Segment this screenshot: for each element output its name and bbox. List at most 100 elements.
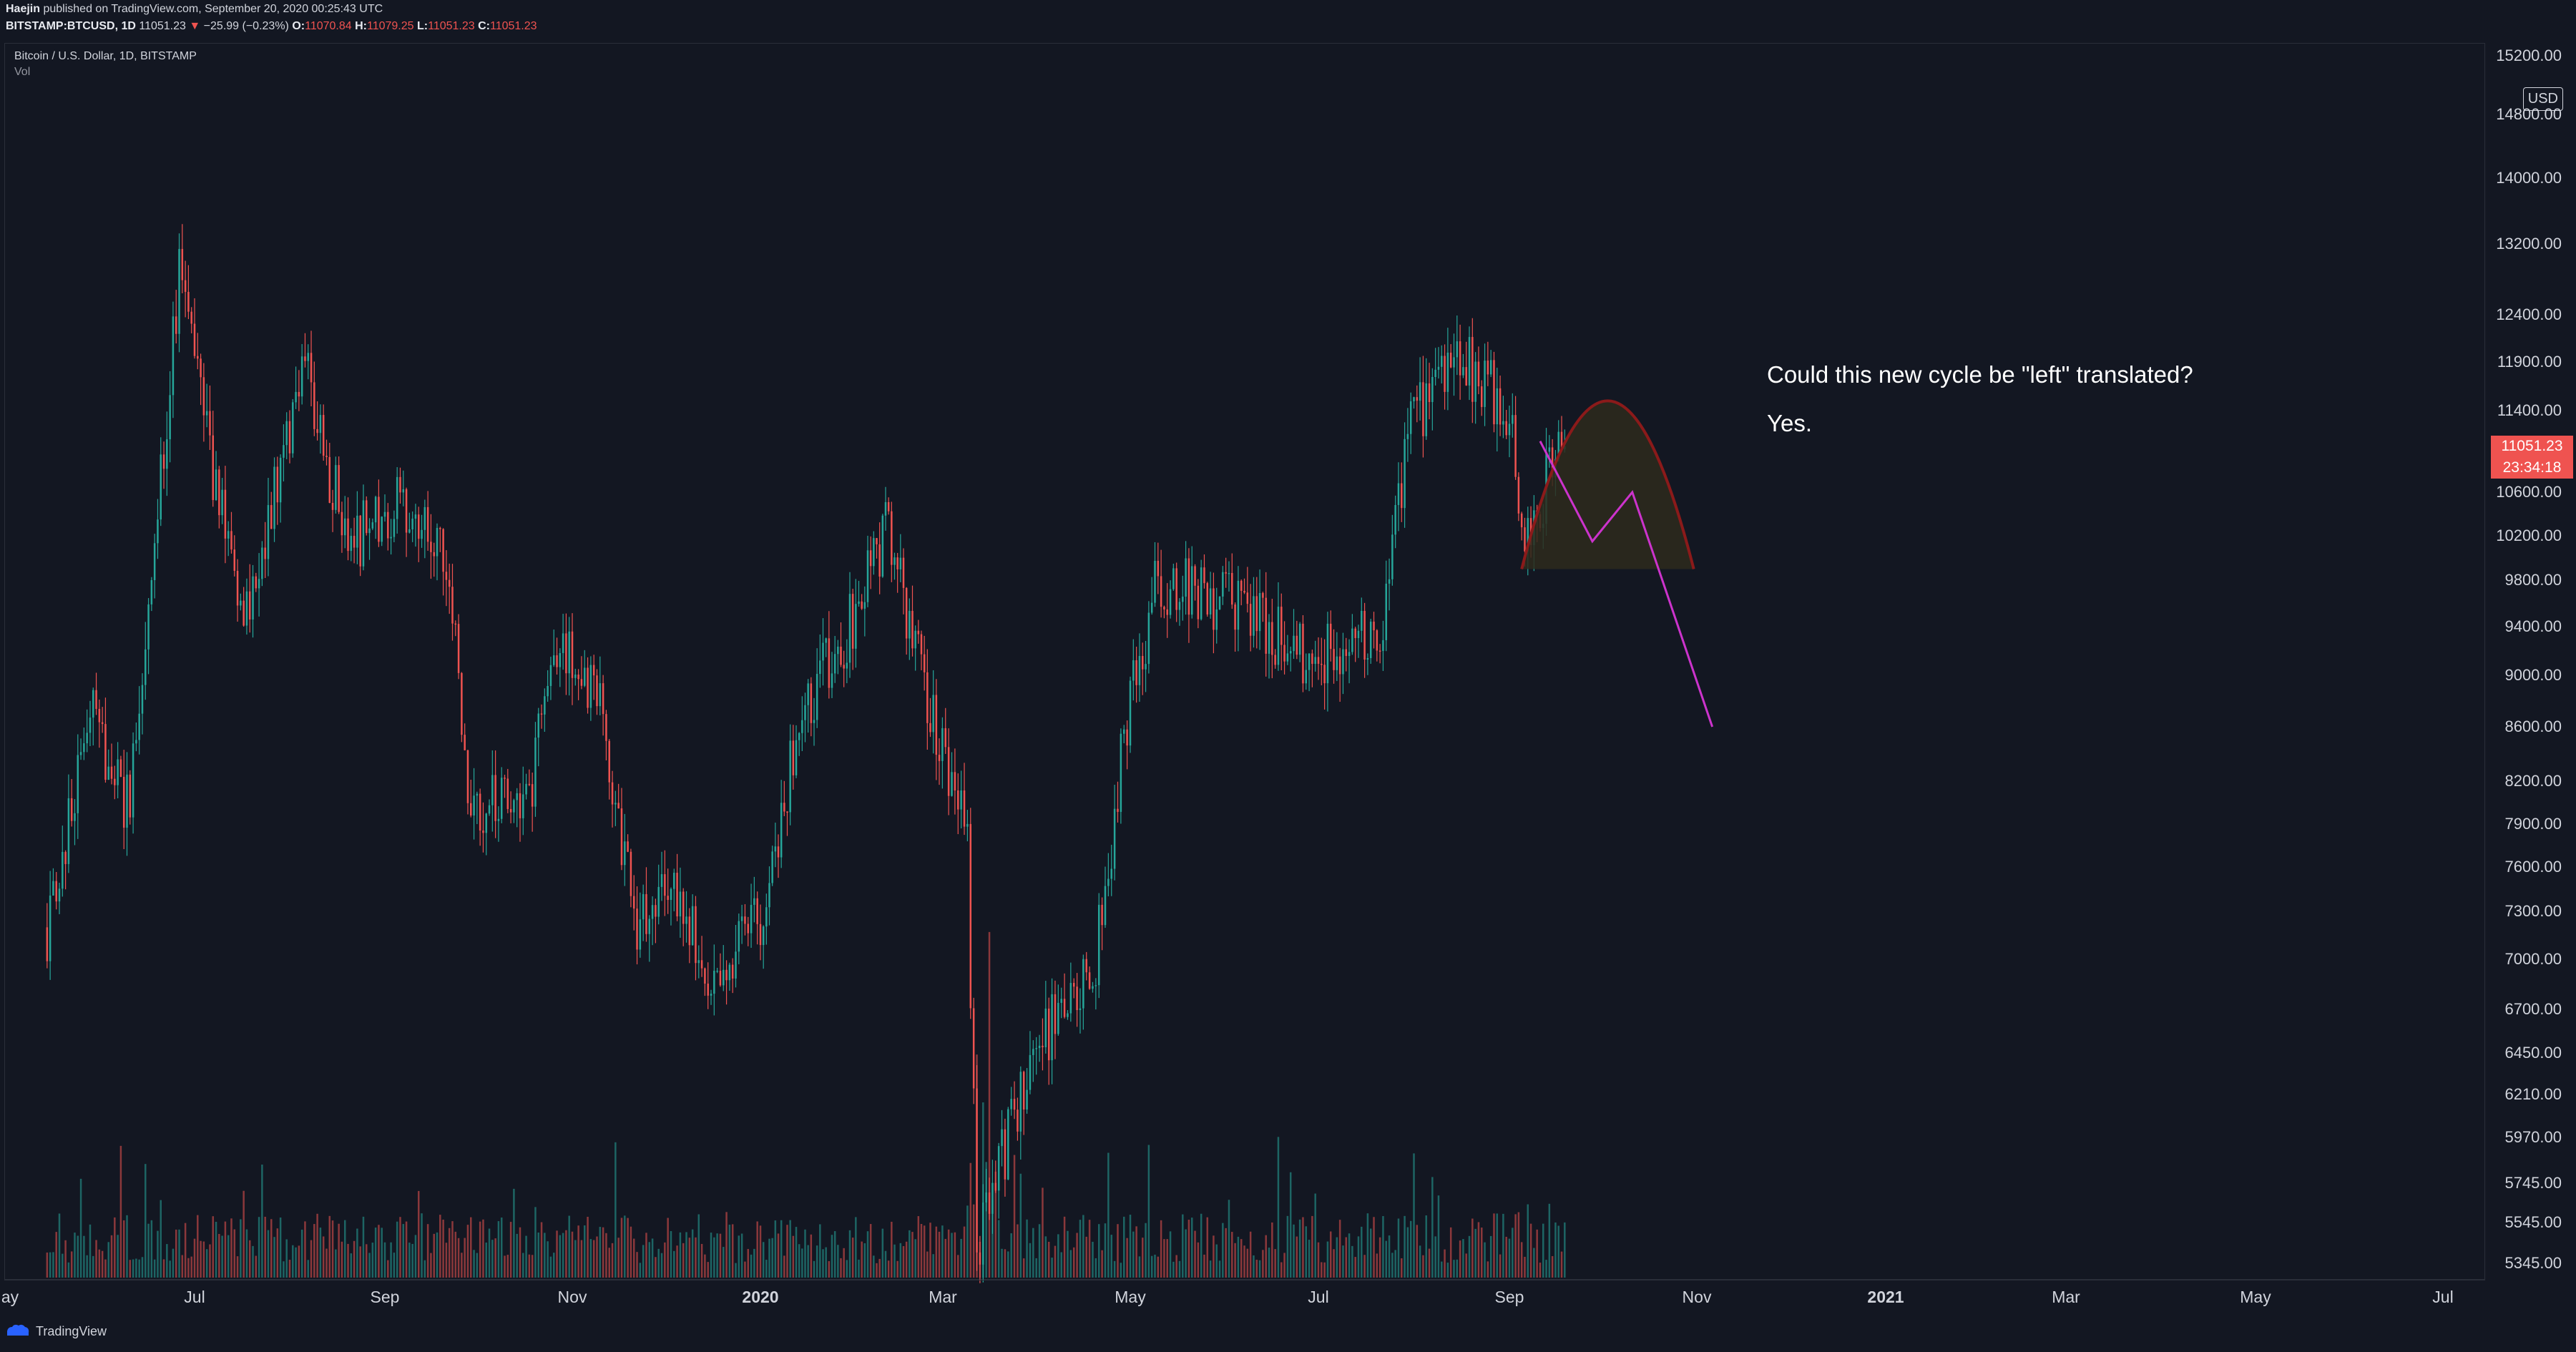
candle-body <box>162 454 165 469</box>
text-annotation[interactable]: Could this new cycle be "left" translate… <box>1767 361 2193 459</box>
candle-body <box>279 457 282 503</box>
currency-badge[interactable]: USD <box>2522 87 2563 111</box>
volume-bar <box>914 1239 916 1278</box>
volume-bar <box>295 1247 297 1278</box>
candle-body <box>197 356 199 359</box>
candle-body <box>881 515 884 577</box>
candle-body <box>506 778 509 809</box>
volume-bar <box>1471 1218 1474 1278</box>
volume-bar <box>1004 1249 1007 1278</box>
candle-body <box>565 633 567 674</box>
candle-body <box>534 738 537 807</box>
candle-body <box>193 323 196 356</box>
series-title[interactable]: Bitcoin / U.S. Dollar, 1D, BITSTAMP <box>14 50 197 62</box>
candle-body <box>1373 622 1375 631</box>
volume-bar <box>1453 1260 1455 1278</box>
candle-body <box>1004 1129 1007 1180</box>
candle-body <box>1157 560 1160 577</box>
candle-body <box>267 505 270 559</box>
volume-bar <box>1169 1231 1172 1278</box>
volume-bar <box>276 1228 279 1278</box>
candle-body <box>408 529 411 533</box>
volume-bar <box>795 1227 798 1278</box>
volume-bar <box>402 1224 405 1278</box>
candle-body <box>141 685 144 714</box>
candle-body <box>1311 653 1313 665</box>
candle-body <box>1425 383 1427 436</box>
candle-body <box>381 516 383 542</box>
candle-body <box>1277 607 1280 665</box>
candle-body <box>801 720 803 733</box>
time-axis[interactable]: ay Jul Sep Nov 2020 Mar May Jul Sep Nov 2021 Mar May… <box>1 1280 2485 1309</box>
volume-bar <box>49 1252 52 1278</box>
price-tick-label: 9400.00 <box>2504 617 2562 635</box>
candle-body <box>525 783 527 795</box>
volume-bar <box>1406 1227 1409 1278</box>
volume-bar <box>381 1228 383 1278</box>
volume-bar <box>1333 1249 1335 1278</box>
volume-bar <box>221 1235 223 1278</box>
candle-body <box>744 916 746 924</box>
candle-body <box>1413 397 1415 402</box>
volume-bar <box>153 1259 156 1278</box>
volume-bar <box>390 1242 392 1278</box>
volume-bar <box>243 1190 245 1278</box>
volume-bar <box>893 1244 896 1278</box>
candle-body <box>172 316 175 396</box>
volume-bar <box>750 1254 753 1278</box>
volume-bar <box>1505 1236 1507 1278</box>
volume-bar <box>1560 1251 1563 1278</box>
volume-bar <box>494 1238 496 1278</box>
volume-bar <box>86 1255 88 1278</box>
candle-body <box>98 709 101 722</box>
volume-label[interactable]: Vol <box>14 66 31 78</box>
candle-body <box>371 522 374 529</box>
candle-body <box>700 960 703 969</box>
volume-bar <box>531 1255 534 1278</box>
candle-body <box>810 683 813 723</box>
candle-body <box>651 905 654 919</box>
candle-body <box>338 465 340 512</box>
volume-bar <box>848 1230 851 1278</box>
volume-bar <box>740 1233 743 1278</box>
chart-pane[interactable] <box>4 43 2485 1280</box>
candle-body <box>1416 397 1419 401</box>
volume-bar <box>1385 1240 1387 1278</box>
candle-body <box>1255 596 1258 632</box>
volume-bar <box>583 1225 586 1278</box>
volume-bar <box>227 1235 230 1278</box>
volume-bar <box>1187 1220 1190 1278</box>
candle-body <box>1169 589 1172 615</box>
candle-body <box>549 665 552 686</box>
volume-bar <box>1001 1248 1003 1278</box>
volume-bar <box>368 1253 371 1278</box>
volume-bar <box>442 1219 444 1278</box>
candle-body <box>957 790 959 810</box>
candle-body <box>1314 657 1316 665</box>
time-tick-label: ay <box>1 1288 19 1306</box>
volume-bar <box>62 1253 64 1278</box>
volume-bar <box>1545 1260 1547 1278</box>
candle-body <box>295 391 297 403</box>
candle-body <box>1434 369 1436 377</box>
candle-body <box>359 515 361 567</box>
symbol-name: BITSTAMP:BTCUSD, 1D <box>6 20 136 32</box>
volume-bar <box>522 1253 524 1278</box>
volume-bar <box>1029 1243 1032 1278</box>
volume-bar <box>951 1233 953 1278</box>
candle-body <box>1076 986 1078 1011</box>
candle-body <box>178 249 180 334</box>
volume-bar <box>1271 1222 1273 1278</box>
candle-body <box>399 476 401 493</box>
price-scale[interactable]: USD 15200.00 14800.00 14000.00 13200.00 1240… <box>2485 43 2576 1280</box>
volume-bar <box>70 1251 73 1278</box>
publisher-name[interactable]: Haejin <box>6 3 41 15</box>
candle-body <box>574 675 577 678</box>
volume-bar <box>1035 1258 1037 1278</box>
volume-bar <box>972 1204 975 1278</box>
candle-body <box>719 970 722 986</box>
volume-bar <box>620 1218 623 1278</box>
volume-bar <box>1480 1228 1483 1278</box>
candle-body <box>430 542 432 552</box>
